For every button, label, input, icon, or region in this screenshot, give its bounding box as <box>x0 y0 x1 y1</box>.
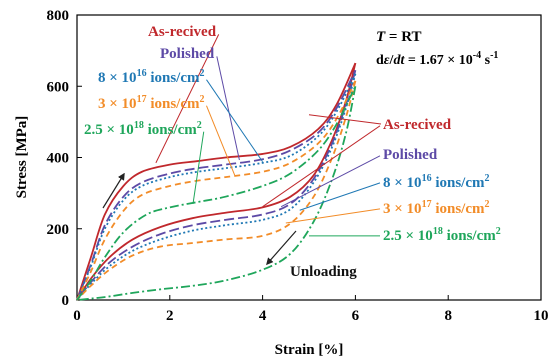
series-1-unloading-curve <box>76 62 357 301</box>
series-5-loading-curve <box>76 85 357 301</box>
series-label-unloading-3: 8 × 1016 ions/cm2 <box>383 173 489 191</box>
rate-value: = 1.67 × 10 <box>404 53 472 68</box>
x-tick-label: 6 <box>352 308 360 324</box>
series-label-part: 18 <box>134 120 144 131</box>
temperature-symbol: T <box>376 29 386 45</box>
series-label-part: 8 × 10 <box>383 175 422 191</box>
series-label-part: ions/cm <box>432 175 485 191</box>
leader-line-loading <box>206 105 236 176</box>
rate-slash: / <box>389 53 395 68</box>
series-labels: As-recived As-recived Polished Polished 8 × … <box>84 24 501 244</box>
series-label-part: 17 <box>137 94 147 105</box>
series-label-part: Polished <box>160 46 215 62</box>
series-label-part: 3 × 10 <box>98 96 137 112</box>
leader-line-loading <box>216 56 240 161</box>
series-label-part: ions/cm <box>147 70 200 86</box>
series-label-part: 16 <box>422 173 432 184</box>
series-label-loading-4: 3 × 1017 ions/cm2 <box>98 94 204 112</box>
series-label-part: ions/cm <box>443 228 496 244</box>
rate-unit-exponent: -1 <box>490 50 498 61</box>
series-label-part: 18 <box>433 226 443 237</box>
series-label-unloading-1: As-recived <box>383 117 452 133</box>
leader-line-loading <box>206 79 264 163</box>
strain-rate-condition: dε/dt = 1.67 × 10-4 s-1 <box>376 50 498 68</box>
temperature-condition: T = RT <box>376 29 422 45</box>
leader-line-loading <box>155 34 220 164</box>
series-4-loading-curve <box>76 80 357 301</box>
leader-line-loading <box>192 131 205 204</box>
series-curves <box>76 62 357 301</box>
rate-epsilon: ε <box>384 53 390 68</box>
series-label-part: ions/cm <box>144 122 197 138</box>
series-label-unloading-2: Polished <box>383 147 438 163</box>
series-label-loading-3: 8 × 1016 ions/cm2 <box>98 68 204 86</box>
y-tick-label: 0 <box>62 293 70 309</box>
y-tick-label: 400 <box>47 151 70 167</box>
series-label-loading-1: As-recived <box>148 24 217 40</box>
x-tick-label: 8 <box>444 308 452 324</box>
series-3-loading-curve <box>76 73 357 301</box>
series-label-part: 16 <box>137 68 147 79</box>
y-tick-label: 200 <box>47 222 70 238</box>
series-1-loading-curve <box>76 62 357 301</box>
axis-ticks: 0 2 4 6 8 10 0 200 400 600 800 <box>47 8 549 324</box>
temperature-value: = RT <box>385 29 421 45</box>
series-2-unloading-curve <box>76 69 357 301</box>
rate-exponent: -4 <box>473 50 481 61</box>
series-label-part: 2 <box>484 199 489 210</box>
y-tick-label: 600 <box>47 79 70 95</box>
y-tick-label: 800 <box>47 8 70 24</box>
series-label-part: As-recived <box>383 117 452 133</box>
leader-line-as-recived-upper <box>308 114 382 125</box>
series-label-unloading-4: 3 × 1017 ions/cm2 <box>383 199 489 217</box>
series-3-unloading-curve <box>76 73 357 301</box>
series-label-part: 2.5 × 10 <box>383 228 433 244</box>
series-label-part: 2 <box>199 94 204 105</box>
leader-line-unloading <box>285 208 381 224</box>
unloading-arrow <box>266 230 297 266</box>
series-label-part: 17 <box>422 199 432 210</box>
leader-line-unloading <box>299 182 381 211</box>
series-5-unloading-curve <box>76 86 357 301</box>
series-label-loading-2: Polished <box>160 46 215 62</box>
x-tick-label: 4 <box>259 308 267 324</box>
series-label-part: 2 <box>484 173 489 184</box>
series-label-part: 2.5 × 10 <box>84 122 134 138</box>
rate-dt: dt <box>393 53 405 68</box>
x-axis-title: Strain [%] <box>275 342 344 358</box>
y-axis-title: Stress [MPa] <box>14 116 30 199</box>
unloading-annotation: Unloading <box>290 264 357 280</box>
x-tick-label: 0 <box>73 308 81 324</box>
series-label-part: 2 <box>197 120 202 131</box>
series-label-part: As-recived <box>148 24 217 40</box>
series-label-part: Polished <box>383 147 438 163</box>
series-label-loading-5: 2.5 × 1018 ions/cm2 <box>84 120 202 138</box>
rate-d: d <box>376 53 384 68</box>
series-4-unloading-curve <box>76 80 357 301</box>
series-label-unloading-5: 2.5 × 1018 ions/cm2 <box>383 226 501 244</box>
series-label-part: 2 <box>199 68 204 79</box>
series-label-part: 8 × 10 <box>98 70 137 86</box>
series-2-loading-curve <box>76 69 357 301</box>
series-label-part: ions/cm <box>147 96 200 112</box>
leader-line-unloading <box>280 155 381 208</box>
x-tick-label: 2 <box>166 308 174 324</box>
series-label-part: ions/cm <box>432 201 485 217</box>
direction-arrows <box>102 172 297 266</box>
label-leader-lines <box>155 34 382 237</box>
series-label-part: 3 × 10 <box>383 201 422 217</box>
loading-arrow <box>102 172 125 209</box>
leader-line-unloading <box>262 125 381 208</box>
rate-unit: s <box>481 53 491 68</box>
x-tick-label: 10 <box>534 308 549 324</box>
series-label-part: 2 <box>496 226 501 237</box>
